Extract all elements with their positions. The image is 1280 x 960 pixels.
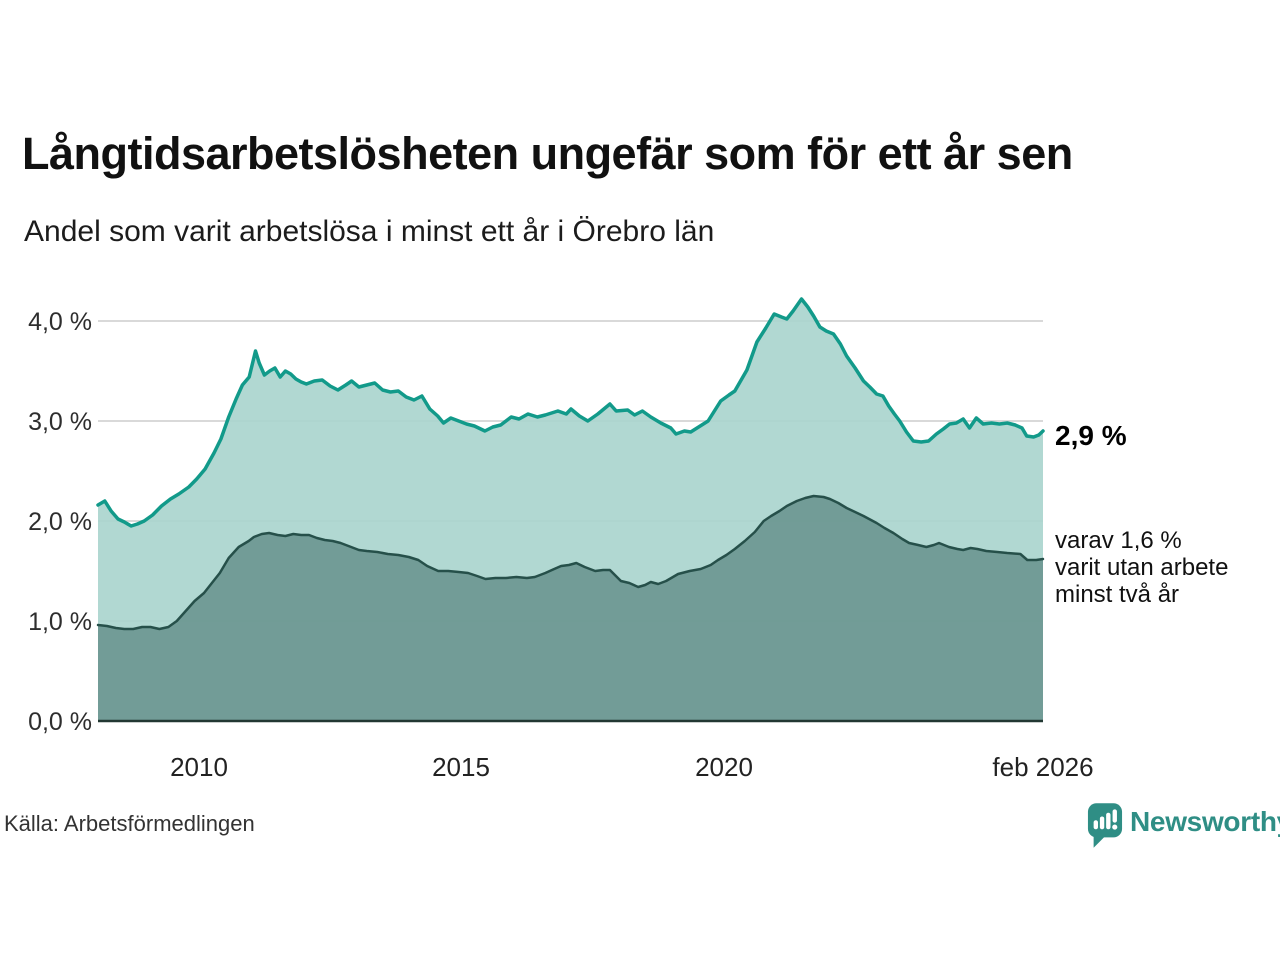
newsworthy-brand: Newsworthy (1087, 802, 1280, 849)
x-tick-2015: 2015 (432, 752, 490, 782)
series-lines (96, 297, 1045, 631)
end-value-label: 2,9 % (1055, 420, 1127, 451)
y-tick-1: 1,0 % (28, 608, 92, 636)
source-credit: Källa: Arbetsförmedlingen (4, 811, 255, 836)
annotation-line-1: varav 1,6 % (1055, 527, 1182, 554)
y-tick-0: 0,0 % (28, 708, 92, 736)
y-tick-4: 4,0 % (28, 308, 92, 336)
x-tick-feb-2026: feb 2026 (992, 752, 1094, 782)
series2-annotation: varav 1,6 % varit utan arbete minst två … (1055, 527, 1228, 608)
annotation-line-2: varit utan arbete (1055, 554, 1229, 581)
annotation-line-3: minst två år (1055, 581, 1180, 608)
newsworthy-logo-icon (1087, 803, 1123, 848)
newsworthy-logo-text: Newsworthy (1130, 806, 1280, 837)
page-subtitle: Andel som varit arbetslösa i minst ett å… (24, 215, 715, 248)
area-fills (98, 299, 1043, 721)
x-tick-2010: 2010 (170, 752, 228, 782)
page-title: Långtidsarbetslösheten ungefär som för e… (22, 128, 1073, 179)
x-tick-2020: 2020 (695, 752, 753, 782)
y-tick-3: 3,0 % (28, 408, 92, 436)
y-tick-2: 2,0 % (28, 508, 92, 536)
